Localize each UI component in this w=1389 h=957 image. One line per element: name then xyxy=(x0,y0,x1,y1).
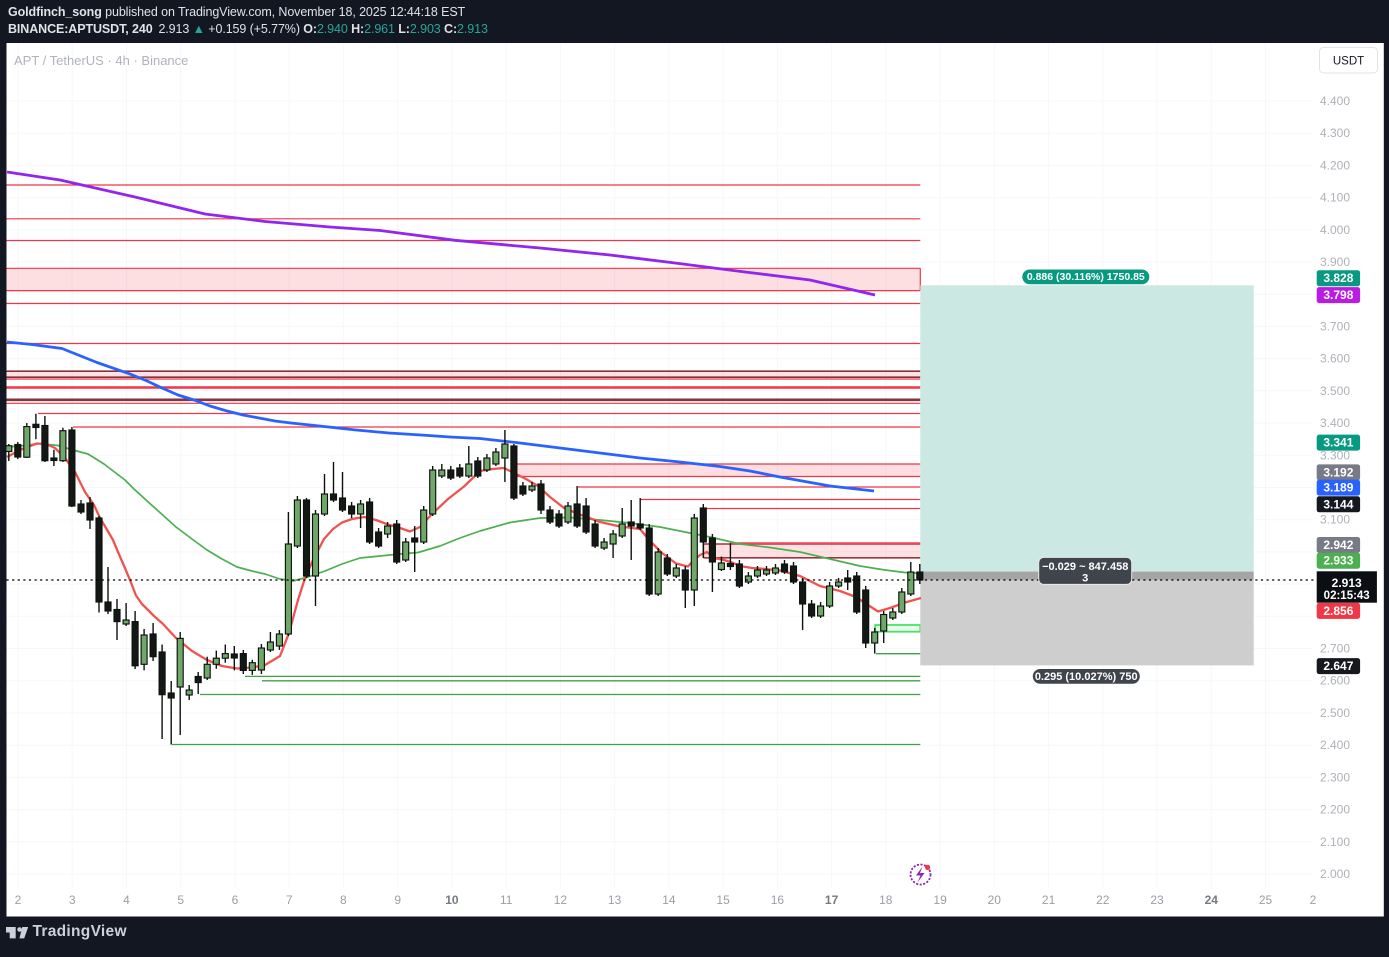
svg-text:3.144: 3.144 xyxy=(1323,497,1353,511)
svg-text:2.300: 2.300 xyxy=(1320,770,1350,784)
svg-text:02:15:43: 02:15:43 xyxy=(1324,590,1370,602)
svg-text:16: 16 xyxy=(771,893,785,907)
svg-text:3.100: 3.100 xyxy=(1320,513,1350,527)
svg-text:25: 25 xyxy=(1259,893,1273,907)
svg-text:14: 14 xyxy=(662,893,676,907)
svg-text:24: 24 xyxy=(1205,893,1219,907)
svg-text:4.200: 4.200 xyxy=(1320,158,1350,172)
svg-text:4.000: 4.000 xyxy=(1320,223,1350,237)
svg-text:2.647: 2.647 xyxy=(1323,659,1353,673)
svg-text:6: 6 xyxy=(232,893,239,907)
svg-text:3.828: 3.828 xyxy=(1323,271,1353,285)
svg-text:2.200: 2.200 xyxy=(1320,803,1350,817)
svg-text:3.300: 3.300 xyxy=(1320,448,1350,462)
svg-text:18: 18 xyxy=(879,893,893,907)
svg-text:23: 23 xyxy=(1150,893,1164,907)
svg-text:3.798: 3.798 xyxy=(1323,288,1353,302)
svg-text:5: 5 xyxy=(177,893,184,907)
svg-text:4.300: 4.300 xyxy=(1320,126,1350,140)
svg-text:3.400: 3.400 xyxy=(1320,416,1350,430)
svg-text:7: 7 xyxy=(286,893,293,907)
svg-text:17: 17 xyxy=(825,893,839,907)
svg-text:USDT: USDT xyxy=(1333,56,1364,68)
svg-text:22: 22 xyxy=(1096,893,1110,907)
svg-text:11: 11 xyxy=(500,893,513,907)
svg-text:0.295 (10.027%) 750: 0.295 (10.027%) 750 xyxy=(1035,671,1138,683)
svg-text:15: 15 xyxy=(716,893,730,907)
svg-text:2.700: 2.700 xyxy=(1320,642,1350,656)
svg-text:9: 9 xyxy=(394,893,401,907)
svg-text:4.400: 4.400 xyxy=(1320,94,1350,108)
svg-text:3.900: 3.900 xyxy=(1320,255,1350,269)
svg-text:10: 10 xyxy=(445,893,459,907)
svg-text:2.600: 2.600 xyxy=(1320,674,1350,688)
svg-text:12: 12 xyxy=(554,893,568,907)
svg-text:3: 3 xyxy=(69,893,76,907)
svg-text:2.856: 2.856 xyxy=(1323,604,1353,618)
svg-text:2.942: 2.942 xyxy=(1323,538,1353,552)
svg-text:0.886 (30.116%) 1750.85: 0.886 (30.116%) 1750.85 xyxy=(1027,271,1145,283)
svg-text:APT / TetherUS · 4h · Binance: APT / TetherUS · 4h · Binance xyxy=(14,53,188,68)
svg-text:3: 3 xyxy=(1082,572,1088,584)
svg-text:3.500: 3.500 xyxy=(1320,384,1350,398)
svg-text:4.100: 4.100 xyxy=(1320,191,1350,205)
svg-text:19: 19 xyxy=(933,893,947,907)
svg-text:−0.029 ~ 847.458: −0.029 ~ 847.458 xyxy=(1042,561,1128,573)
svg-text:4: 4 xyxy=(123,893,130,907)
svg-text:3.600: 3.600 xyxy=(1320,352,1350,366)
svg-text:3.700: 3.700 xyxy=(1320,319,1350,333)
svg-text:2: 2 xyxy=(1310,893,1317,907)
svg-text:2.500: 2.500 xyxy=(1320,706,1350,720)
svg-text:20: 20 xyxy=(988,893,1002,907)
svg-text:21: 21 xyxy=(1042,893,1056,907)
svg-text:13: 13 xyxy=(608,893,622,907)
svg-text:2.400: 2.400 xyxy=(1320,738,1350,752)
svg-text:3.192: 3.192 xyxy=(1323,465,1353,479)
svg-text:8: 8 xyxy=(340,893,347,907)
svg-text:2.000: 2.000 xyxy=(1320,867,1350,881)
svg-text:2: 2 xyxy=(15,893,22,907)
svg-text:3.189: 3.189 xyxy=(1323,481,1353,495)
svg-text:2.100: 2.100 xyxy=(1320,835,1350,849)
svg-text:3.341: 3.341 xyxy=(1323,436,1353,450)
svg-text:2.913: 2.913 xyxy=(1332,576,1362,590)
svg-text:2.933: 2.933 xyxy=(1323,554,1353,568)
